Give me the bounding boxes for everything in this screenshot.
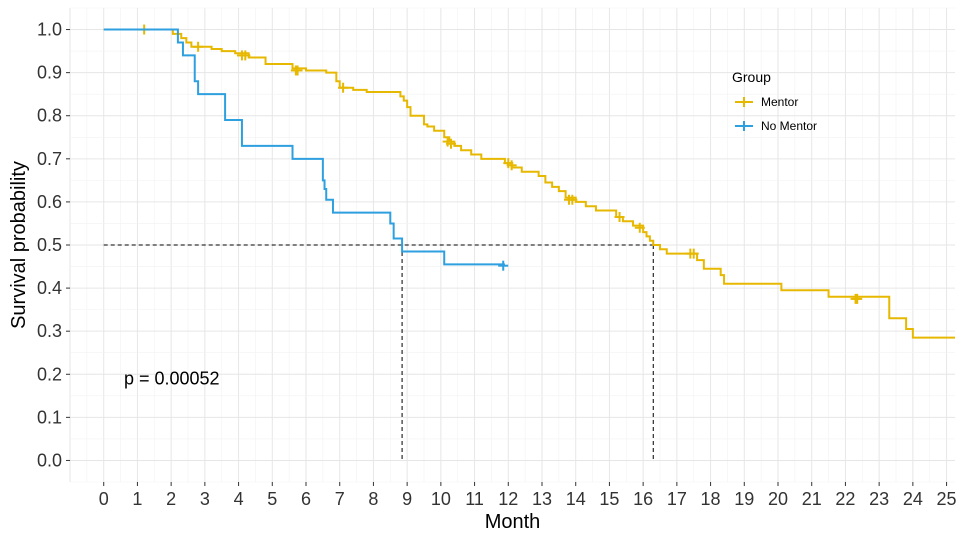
x-tick-label: 20: [768, 489, 788, 509]
x-tick-label: 17: [667, 489, 687, 509]
legend-title: Group: [732, 69, 771, 85]
km-curve-mentor: [103, 28, 955, 339]
y-tick-label: 0.8: [37, 106, 62, 126]
y-tick-label: 0.7: [37, 149, 62, 169]
x-tick-label: 11: [465, 489, 484, 509]
y-tick-label: 0.1: [37, 407, 62, 427]
legend: Group Mentor No Mentor: [732, 69, 817, 133]
y-tick-label: 0.6: [37, 192, 62, 212]
legend-item: Mentor: [735, 95, 798, 109]
x-tick-label: 3: [200, 489, 210, 509]
x-tick-label: 8: [368, 489, 378, 509]
x-tick-label: 25: [937, 489, 957, 509]
censor-mark: [567, 194, 578, 205]
x-tick-label: 4: [234, 489, 244, 509]
x-tick-label: 0: [99, 489, 109, 509]
x-tick-label: 15: [599, 489, 619, 509]
x-tick-label: 23: [869, 489, 889, 509]
censor-mark: [193, 41, 204, 52]
censor-mark: [498, 260, 509, 271]
x-tick-label: 18: [701, 489, 721, 509]
x-tick-label: 16: [633, 489, 653, 509]
series-layer: [103, 24, 955, 339]
axes: 0 1 2 3 4 5 6 7 8 9 10 11 12 13 14 15 16 17 18 19 20 21 22 23 24…: [37, 20, 957, 509]
x-tick-label: 10: [431, 489, 451, 509]
x-tick-label: 22: [835, 489, 855, 509]
x-tick-label: 2: [166, 489, 176, 509]
y-tick-label: 0.9: [37, 63, 62, 83]
median-reference-lines: [103, 244, 654, 461]
x-tick-label: 13: [532, 489, 552, 509]
km-curve-no-mentor: [103, 28, 505, 266]
x-tick-label: 7: [335, 489, 345, 509]
y-tick-label: 1.0: [37, 20, 62, 40]
x-axis-title: Month: [485, 511, 541, 533]
y-tick-label: 0.5: [37, 235, 62, 255]
x-tick-label: 21: [802, 489, 822, 509]
y-tick-label: 0.0: [37, 450, 62, 470]
y-tick-label: 0.2: [37, 364, 62, 384]
x-tick-label: 5: [267, 489, 277, 509]
censor-mark: [338, 82, 349, 93]
censor-mark: [506, 160, 517, 171]
legend-label: No Mentor: [761, 119, 817, 133]
censor-mark: [292, 65, 303, 76]
y-tick-label: 0.4: [37, 278, 62, 298]
x-tick-label: 9: [402, 489, 412, 509]
censor-mark: [445, 138, 456, 149]
legend-label: Mentor: [761, 95, 798, 109]
x-tick-label: 14: [566, 489, 586, 509]
y-axis-title: Survival probability: [8, 161, 30, 329]
legend-item: No Mentor: [735, 119, 817, 133]
censor-mark: [614, 211, 625, 222]
x-tick-label: 6: [301, 489, 311, 509]
p-value-annotation: p = 0.00052: [124, 369, 220, 389]
y-tick-label: 0.3: [37, 321, 62, 341]
x-tick-label: 24: [903, 489, 923, 509]
censor-mark: [240, 50, 251, 61]
x-tick-label: 19: [734, 489, 754, 509]
x-tick-label: 12: [498, 489, 518, 509]
censor-mark: [688, 248, 699, 259]
censor-mark: [852, 293, 863, 304]
censor-mark: [634, 222, 645, 233]
x-tick-label: 1: [132, 489, 142, 509]
